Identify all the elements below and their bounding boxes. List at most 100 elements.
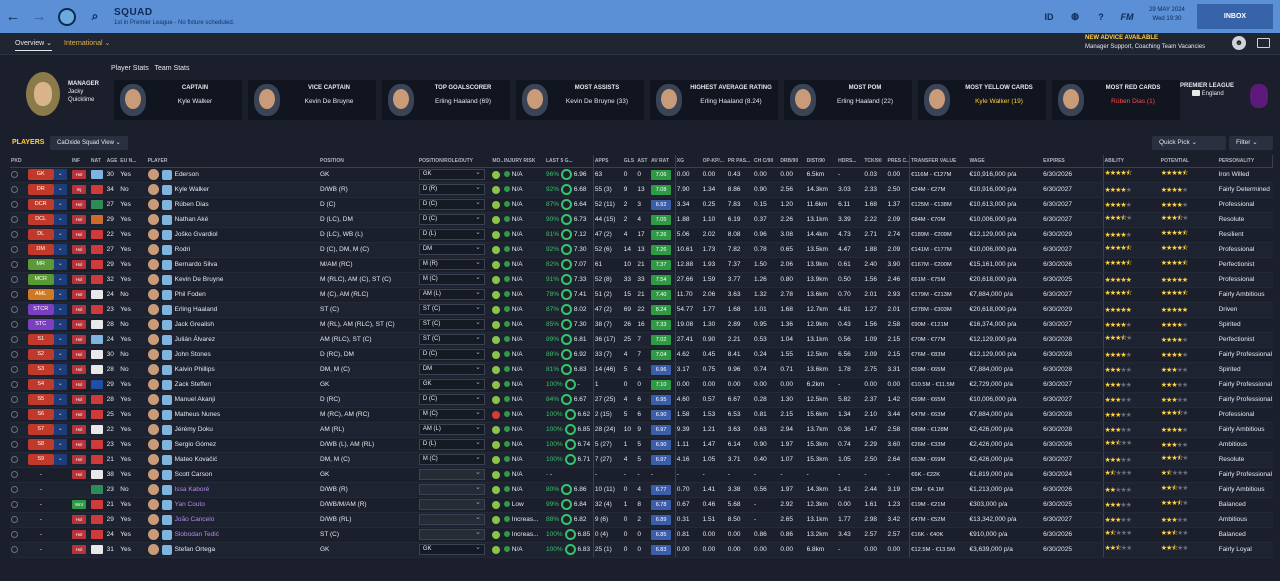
role-select[interactable]: ST (C) (418, 303, 485, 315)
player-name[interactable]: Erling Haaland (174, 306, 218, 314)
column-header[interactable]: ABILITY (1103, 155, 1160, 168)
select-radio[interactable] (11, 185, 18, 193)
stat-card[interactable]: MOST RED CARDS Rúben Dias (1) (1052, 80, 1180, 120)
tab-team-stats[interactable]: Team Stats (154, 65, 190, 72)
role-select[interactable]: AM (L) (418, 288, 485, 300)
table-row[interactable]: DR ⌄ Inj 34 No Kyle Walker D/WB (R) D (R)… (10, 182, 1273, 198)
role-select[interactable] (418, 528, 485, 540)
column-header[interactable]: PLAYER (146, 155, 319, 168)
role-select[interactable]: ST (C) (418, 333, 485, 345)
chevron-down-icon[interactable]: ⌄ (53, 274, 67, 285)
select-radio[interactable] (11, 275, 18, 283)
tab-overview[interactable]: Overview ⌄ (15, 39, 52, 51)
table-row[interactable]: MCR ⌄ Hol 32 Yes Kevin De Bruyne M (RLC),… (10, 272, 1273, 288)
column-header[interactable]: XG (675, 155, 702, 168)
table-row[interactable]: S8 ⌄ Hol 23 Yes Sergio Gómez D/WB (L), AM… (10, 437, 1273, 453)
chevron-down-icon[interactable]: ⌄ (53, 349, 67, 360)
player-name[interactable]: Sergio Gómez (174, 441, 217, 449)
column-header[interactable]: EXPIRES (1042, 155, 1104, 168)
column-header[interactable]: GLS (622, 155, 637, 168)
select-radio[interactable] (11, 290, 18, 298)
column-header[interactable]: NAT (89, 155, 106, 168)
role-select[interactable]: GK (418, 378, 485, 390)
select-radio[interactable] (11, 395, 18, 403)
screen-icon[interactable] (1257, 38, 1270, 48)
column-header[interactable]: INF (70, 155, 90, 168)
chevron-down-icon[interactable]: ⌄ (53, 244, 67, 255)
stat-card[interactable]: TOP GOALSCORER Erling Haaland (69) (382, 80, 510, 120)
inbox-button[interactable]: INBOX (1197, 4, 1273, 29)
table-row[interactable]: - Hol 29 Yes João Cancelo D/WB (RL) Incr… (10, 512, 1273, 528)
player-name[interactable]: Scott Carson (174, 471, 213, 479)
role-select[interactable]: D (R) (418, 183, 485, 195)
column-header[interactable]: APPS (593, 155, 623, 168)
table-row[interactable]: DL ⌄ Hol 22 Yes Joško Gvardiol D (LC), WB… (10, 227, 1273, 243)
column-header[interactable]: HDRS... (837, 155, 864, 168)
player-name[interactable]: Jack Grealish (174, 321, 214, 329)
select-radio[interactable] (11, 485, 18, 493)
player-name[interactable]: Issa Kaboré (174, 486, 210, 494)
role-select[interactable]: M (C) (418, 453, 485, 465)
column-header[interactable]: TRANSFER VALUE (909, 155, 969, 168)
table-row[interactable]: - Hol 31 Yes Stefan Ortega GK GK N/A 100… (10, 542, 1273, 558)
table-row[interactable]: - Hol 38 Yes Scott Carson GK N/A - - - -… (10, 467, 1273, 483)
table-row[interactable]: S6 ⌄ Hol 25 Yes Matheus Nunes M (RC), AM … (10, 407, 1273, 423)
column-header[interactable]: OP-KP/... (701, 155, 727, 168)
stat-card[interactable]: MOST POM Erling Haaland (22) (784, 80, 912, 120)
column-header[interactable]: LAST 5 G... (545, 155, 594, 168)
role-select[interactable]: DM (418, 363, 485, 375)
column-header[interactable]: AV RAT (650, 155, 676, 168)
chevron-down-icon[interactable]: ⌄ (53, 394, 67, 405)
role-select[interactable]: GK (418, 168, 485, 180)
select-radio[interactable] (11, 200, 18, 208)
chevron-down-icon[interactable]: ⌄ (53, 379, 67, 390)
role-select[interactable] (418, 498, 485, 510)
role-select[interactable]: D (C) (418, 348, 485, 360)
table-row[interactable]: GK⌄ Hol 30 Yes Ederson GK GK N/A 96% 6.9… (10, 167, 1273, 183)
column-header[interactable]: AGE (105, 155, 120, 168)
role-select[interactable] (418, 468, 485, 480)
tab-international[interactable]: International ⌄ (64, 40, 111, 47)
manager-panel[interactable]: MANAGER Jacky Quicklime (20, 70, 110, 120)
select-radio[interactable] (11, 440, 18, 448)
role-select[interactable]: D (C) (418, 198, 485, 210)
chevron-down-icon[interactable]: ⌄ (53, 169, 67, 180)
table-row[interactable]: S2 ⌄ Hol 30 No John Stones D (RC), DM D (… (10, 347, 1273, 363)
column-header[interactable]: PR PAS... (726, 155, 754, 168)
filter-button[interactable]: Filter ⌄ (1229, 136, 1273, 150)
quick-pick-button[interactable]: Quick Pick ⌄ (1152, 136, 1226, 150)
select-radio[interactable] (11, 380, 18, 388)
chevron-down-icon[interactable]: ⌄ (53, 199, 67, 210)
player-name[interactable]: Zack Steffen (174, 381, 211, 389)
club-crest-icon[interactable] (58, 7, 76, 26)
role-select[interactable] (418, 483, 485, 495)
player-name[interactable]: Kevin De Bruyne (174, 276, 224, 284)
role-select[interactable]: DM (418, 243, 485, 255)
column-header[interactable]: PERSONALITY (1217, 155, 1273, 168)
globe-icon[interactable]: ◍ (1071, 11, 1079, 21)
date-display[interactable]: 29 MAY 2024 Wed 19:30 (1142, 6, 1192, 24)
table-row[interactable]: DM ⌄ Hol 27 Yes Rodri D (C), DM, M (C) DM… (10, 242, 1273, 258)
player-name[interactable]: Joško Gvardiol (174, 231, 218, 239)
table-row[interactable]: S5 ⌄ Hol 28 Yes Manuel Akanji D (RC) D (C… (10, 392, 1273, 408)
chevron-down-icon[interactable]: ⌄ (53, 364, 67, 375)
role-select[interactable]: D (C) (418, 393, 485, 405)
table-row[interactable]: S4⌄ Hol 29 Yes Zack Steffen GK GK N/A 10… (10, 377, 1273, 393)
role-select[interactable]: AM (L) (418, 423, 485, 435)
select-radio[interactable] (11, 230, 18, 238)
back-arrow-icon[interactable]: ← (5, 8, 21, 25)
stat-card[interactable]: CAPTAIN Kyle Walker (114, 80, 242, 120)
select-radio[interactable] (11, 245, 18, 253)
table-row[interactable]: MR ⌄ Hol 29 Yes Bernardo Silva M/AM (RC) … (10, 257, 1273, 273)
role-select[interactable]: M (R) (418, 258, 485, 270)
role-select[interactable]: D (L) (418, 438, 485, 450)
chevron-down-icon[interactable]: ⌄ (53, 454, 67, 465)
player-name[interactable]: Yan Couto (174, 501, 205, 509)
player-name[interactable]: Slobodan Tedić (174, 531, 219, 539)
role-select[interactable]: M (C) (418, 408, 485, 420)
player-name[interactable]: Ederson (174, 171, 199, 179)
player-name[interactable]: Mateo Kovačić (174, 456, 218, 464)
role-select[interactable]: D (L) (418, 228, 485, 240)
column-header[interactable] (24, 155, 71, 168)
table-row[interactable]: S1 ⌄ Hol 24 Yes Julián Álvarez AM (RLC), … (10, 332, 1273, 348)
